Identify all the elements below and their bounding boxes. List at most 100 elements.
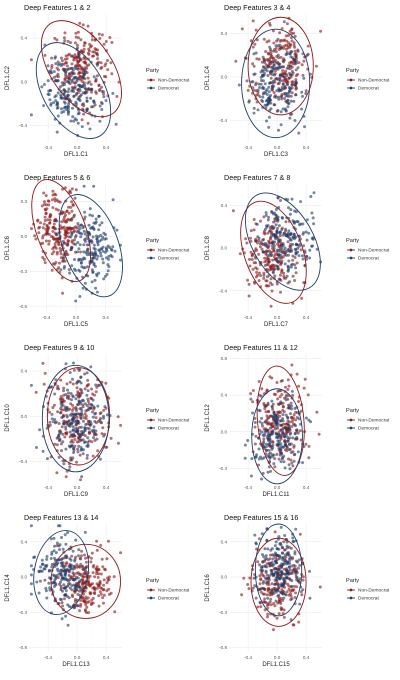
data-point-democrat xyxy=(278,433,281,437)
data-point-democrat xyxy=(61,403,65,407)
data-point-democrat xyxy=(267,101,271,105)
data-point-non-democrat xyxy=(81,575,85,579)
data-point-democrat xyxy=(277,238,281,242)
data-point-democrat xyxy=(282,432,286,436)
data-point-non-democrat xyxy=(60,81,64,85)
data-point-democrat xyxy=(61,256,65,260)
data-point-democrat xyxy=(54,551,58,555)
x-tick-label: 0.4 xyxy=(103,655,110,660)
data-point-non-democrat xyxy=(255,38,259,42)
data-point-non-democrat xyxy=(55,443,59,447)
data-point-democrat xyxy=(82,256,86,260)
data-point-democrat xyxy=(69,392,73,395)
data-point-democrat xyxy=(261,238,265,242)
data-point-democrat xyxy=(72,119,76,123)
data-point-democrat xyxy=(53,442,57,446)
data-point-democrat xyxy=(267,452,271,456)
data-point-democrat xyxy=(254,51,258,55)
data-point-democrat xyxy=(52,101,56,105)
data-point-non-democrat xyxy=(242,576,246,580)
data-point-democrat xyxy=(69,248,73,251)
data-point-democrat xyxy=(96,404,100,408)
data-point-democrat xyxy=(64,568,67,572)
data-point-non-democrat xyxy=(103,568,107,572)
data-point-democrat xyxy=(285,540,289,544)
data-point-non-democrat xyxy=(289,458,293,462)
data-point-democrat xyxy=(263,82,267,86)
data-point-democrat xyxy=(60,96,64,100)
data-point-democrat xyxy=(84,572,88,576)
data-point-democrat xyxy=(304,92,308,95)
data-point-democrat xyxy=(267,115,271,119)
data-point-non-democrat xyxy=(48,221,52,225)
data-point-democrat xyxy=(76,222,80,225)
confidence-ellipse-non-democrat xyxy=(240,200,307,304)
x-tick-label: 0.0 xyxy=(274,315,281,320)
data-point-democrat xyxy=(100,221,104,225)
confidence-ellipse-democrat xyxy=(251,388,303,485)
data-point-non-democrat xyxy=(278,273,282,277)
x-axis-label: DFL1.C1 xyxy=(64,152,89,158)
data-point-non-democrat xyxy=(90,556,93,560)
data-point-non-democrat xyxy=(43,215,47,219)
data-point-democrat xyxy=(278,450,282,454)
data-point-non-democrat xyxy=(259,219,262,223)
data-point-democrat xyxy=(307,418,311,422)
data-point-democrat xyxy=(68,578,72,581)
data-point-non-democrat xyxy=(249,239,253,243)
data-point-democrat xyxy=(82,184,86,188)
confidence-ellipse-non-democrat xyxy=(40,20,122,118)
chart-title: Deep Features 15 & 16 xyxy=(224,513,298,522)
data-point-democrat xyxy=(64,70,68,74)
data-point-democrat xyxy=(265,562,269,566)
data-point-democrat xyxy=(76,88,80,92)
data-point-democrat xyxy=(270,588,274,592)
data-point-non-democrat xyxy=(285,274,289,278)
data-point-non-democrat xyxy=(318,585,322,589)
data-point-non-democrat xyxy=(258,582,262,586)
data-point-democrat xyxy=(92,100,96,103)
data-point-non-democrat xyxy=(73,41,77,45)
data-point-democrat xyxy=(78,573,81,576)
data-point-democrat xyxy=(285,92,289,95)
data-point-democrat xyxy=(277,535,281,539)
data-point-non-democrat xyxy=(83,66,87,70)
data-point-non-democrat xyxy=(74,188,78,192)
data-point-non-democrat xyxy=(302,281,306,285)
data-point-democrat xyxy=(270,563,274,567)
data-point-democrat xyxy=(73,258,76,261)
data-point-democrat xyxy=(271,443,275,447)
data-point-democrat xyxy=(63,574,67,577)
data-point-democrat xyxy=(101,249,105,253)
data-point-democrat xyxy=(92,425,96,429)
data-point-democrat xyxy=(290,389,294,393)
data-point-democrat xyxy=(71,549,75,553)
y-tick-label: -0.4 xyxy=(219,466,227,471)
data-point-non-democrat xyxy=(108,36,112,39)
data-point-non-democrat xyxy=(119,551,123,555)
data-point-non-democrat xyxy=(273,457,277,461)
data-point-non-democrat xyxy=(304,89,308,93)
data-point-democrat xyxy=(258,420,262,424)
data-point-non-democrat xyxy=(246,88,250,92)
data-point-non-democrat xyxy=(269,277,273,281)
x-tick-label: 0.4 xyxy=(102,315,109,320)
data-point-non-democrat xyxy=(257,57,261,61)
data-point-non-democrat xyxy=(257,279,261,283)
data-point-democrat xyxy=(289,50,293,54)
data-point-non-democrat xyxy=(90,44,93,48)
data-point-democrat xyxy=(278,259,282,263)
data-point-democrat xyxy=(261,441,265,445)
data-point-non-democrat xyxy=(68,380,72,384)
data-point-democrat xyxy=(270,87,274,91)
data-point-non-democrat xyxy=(101,426,105,430)
data-point-non-democrat xyxy=(93,38,97,42)
data-point-non-democrat xyxy=(254,28,258,32)
y-tick-label: -0.4 xyxy=(219,288,227,293)
data-point-democrat xyxy=(272,410,276,414)
data-point-non-democrat xyxy=(275,251,279,254)
data-point-democrat xyxy=(57,544,61,548)
data-point-democrat xyxy=(95,257,99,261)
